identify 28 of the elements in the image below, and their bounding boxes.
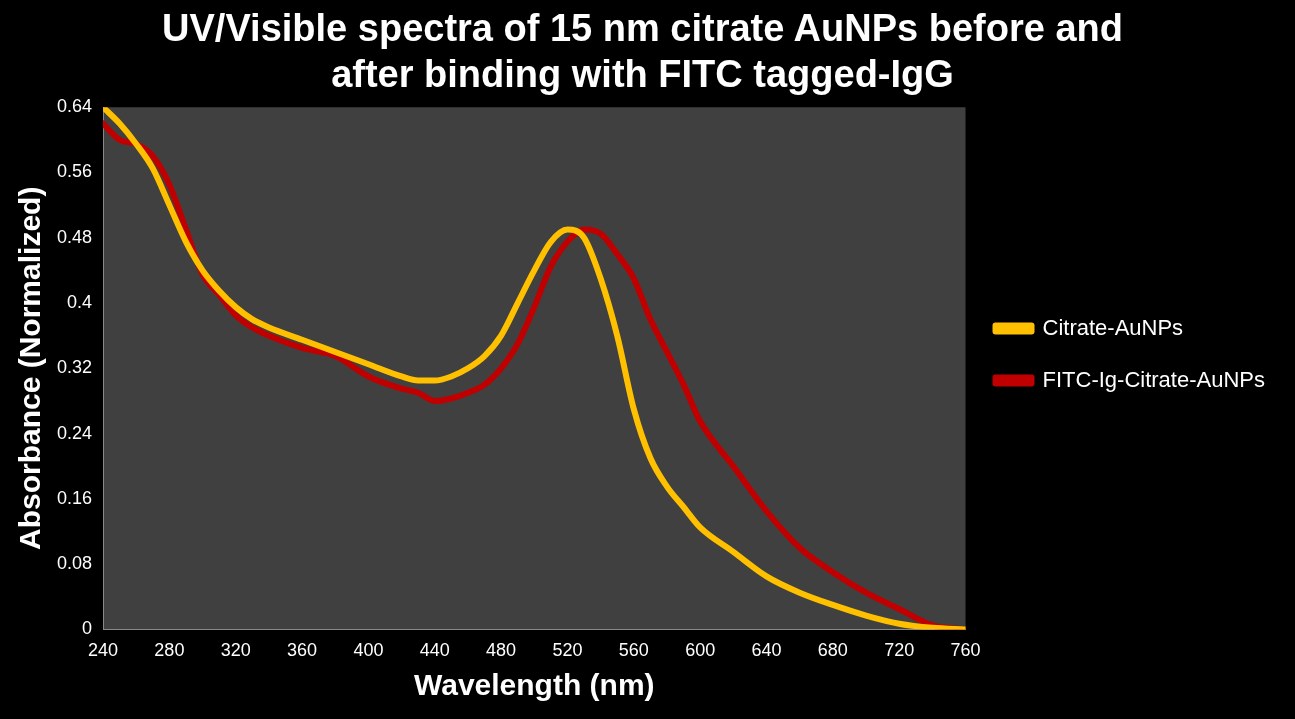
y-tick-label: 0.56 [56, 161, 93, 182]
y-tick-label: 0.64 [56, 96, 93, 117]
x-tick-label: 400 [353, 640, 384, 661]
x-tick-label: 480 [486, 640, 517, 661]
x-tick-label: 640 [751, 640, 782, 661]
y-tick-label: 0.32 [56, 357, 93, 378]
x-tick-label: 600 [685, 640, 716, 661]
legend-label: Citrate-AuNPs [1042, 314, 1184, 340]
x-tick-label: 680 [817, 640, 848, 661]
y-tick-label: 0.48 [56, 226, 93, 247]
x-tick-label: 320 [220, 640, 251, 661]
x-tick-label: 360 [287, 640, 318, 661]
y-tick-label: 0.16 [56, 487, 93, 508]
x-tick-label: 560 [618, 640, 649, 661]
y-axis-title: Absorbance (Normalized) [13, 186, 47, 550]
x-tick-label: 760 [950, 640, 981, 661]
x-tick-label: 520 [552, 640, 583, 661]
x-tick-label: 720 [884, 640, 915, 661]
x-tick-label: 280 [154, 640, 185, 661]
chart-title: UV/Visible spectra of 15 nm citrate AuNPs before and after binding with FITC tagged-IgG [162, 7, 1123, 95]
legend-label: FITC-Ig-Citrate-AuNPs [1042, 366, 1266, 392]
y-tick-label: 0.24 [56, 422, 93, 443]
x-axis-title: Wavelength (nm) [414, 668, 655, 702]
y-tick-label: 0.4 [67, 291, 93, 312]
y-tick-label: 0 [82, 618, 93, 639]
x-tick-label: 440 [419, 640, 450, 661]
x-tick-label: 240 [88, 640, 119, 661]
y-tick-label: 0.08 [56, 553, 93, 574]
